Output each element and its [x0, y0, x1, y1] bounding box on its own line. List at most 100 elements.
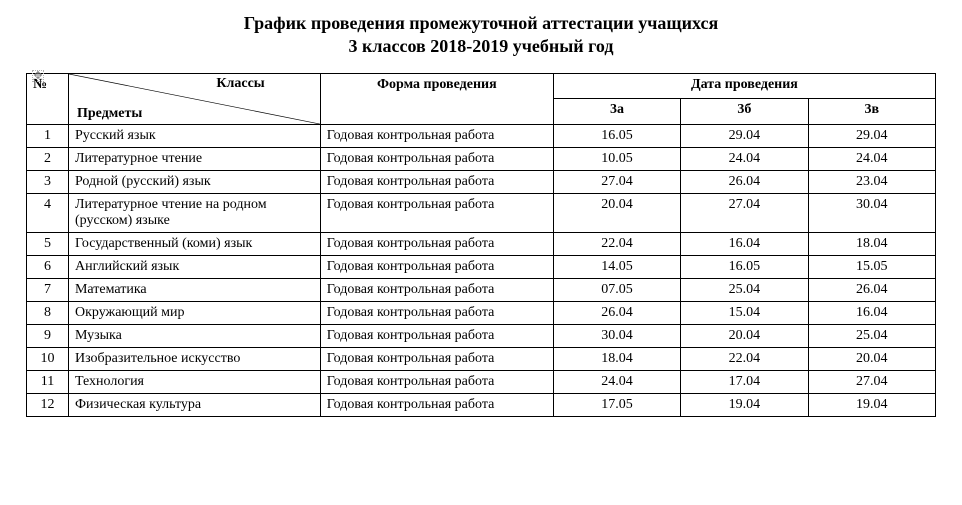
cell-date-3a: 26.04: [553, 301, 680, 324]
cell-number: 11: [27, 370, 69, 393]
cell-subject: Литературное чтение на родном (русском) …: [68, 193, 320, 232]
table-row: 2Литературное чтениеГодовая контрольная …: [27, 147, 936, 170]
cell-form: Годовая контрольная работа: [320, 347, 553, 370]
table-body: 1Русский языкГодовая контрольная работа1…: [27, 124, 936, 416]
cell-date-3b: 20.04: [681, 324, 808, 347]
cell-date-3b: 17.04: [681, 370, 808, 393]
cell-date-3a: 20.04: [553, 193, 680, 232]
cell-number: 12: [27, 393, 69, 416]
cell-date-3a: 10.05: [553, 147, 680, 170]
cell-form: Годовая контрольная работа: [320, 124, 553, 147]
table-row: 8Окружающий мирГодовая контрольная работ…: [27, 301, 936, 324]
header-form: Форма проведения: [320, 73, 553, 124]
cell-date-3a: 16.05: [553, 124, 680, 147]
cell-date-3a: 22.04: [553, 232, 680, 255]
cell-date-3a: 18.04: [553, 347, 680, 370]
cell-date-3b: 15.04: [681, 301, 808, 324]
title-line-2: 3 классов 2018-2019 учебный год: [24, 35, 938, 58]
anchor-icon: ✥: [32, 70, 44, 82]
cell-number: 7: [27, 278, 69, 301]
cell-number: 4: [27, 193, 69, 232]
cell-date-3v: 27.04: [808, 370, 935, 393]
cell-date-3b: 26.04: [681, 170, 808, 193]
diagonal-cell: Классы Предметы: [69, 74, 320, 124]
cell-number: 9: [27, 324, 69, 347]
cell-date-3v: 20.04: [808, 347, 935, 370]
cell-subject: Русский язык: [68, 124, 320, 147]
cell-form: Годовая контрольная работа: [320, 393, 553, 416]
cell-subject: Литературное чтение: [68, 147, 320, 170]
title-line-1: График проведения промежуточной аттестац…: [24, 12, 938, 35]
header-date: Дата проведения: [553, 73, 935, 99]
cell-subject: Государственный (коми) язык: [68, 232, 320, 255]
cell-date-3b: 29.04: [681, 124, 808, 147]
cell-date-3a: 17.05: [553, 393, 680, 416]
header-col-3v: 3в: [808, 99, 935, 125]
cell-number: 5: [27, 232, 69, 255]
table-row: 12Физическая культураГодовая контрольная…: [27, 393, 936, 416]
table-row: 7МатематикаГодовая контрольная работа07.…: [27, 278, 936, 301]
cell-date-3v: 26.04: [808, 278, 935, 301]
cell-date-3v: 25.04: [808, 324, 935, 347]
header-classes-label: Классы: [169, 76, 312, 92]
cell-subject: Родной (русский) язык: [68, 170, 320, 193]
cell-date-3v: 18.04: [808, 232, 935, 255]
header-subjects-label: Предметы: [77, 106, 142, 122]
cell-date-3b: 22.04: [681, 347, 808, 370]
cell-date-3v: 24.04: [808, 147, 935, 170]
cell-date-3a: 24.04: [553, 370, 680, 393]
cell-date-3b: 19.04: [681, 393, 808, 416]
cell-form: Годовая контрольная работа: [320, 232, 553, 255]
page: График проведения промежуточной аттестац…: [0, 0, 962, 505]
schedule-table: № Классы Предметы Форма проведения Дата …: [26, 73, 936, 417]
cell-date-3a: 30.04: [553, 324, 680, 347]
cell-date-3a: 14.05: [553, 255, 680, 278]
cell-date-3b: 24.04: [681, 147, 808, 170]
cell-number: 3: [27, 170, 69, 193]
cell-date-3a: 07.05: [553, 278, 680, 301]
cell-date-3v: 30.04: [808, 193, 935, 232]
cell-date-3b: 25.04: [681, 278, 808, 301]
cell-number: 8: [27, 301, 69, 324]
cell-subject: Окружающий мир: [68, 301, 320, 324]
table-row: 11ТехнологияГодовая контрольная работа24…: [27, 370, 936, 393]
header-col-3a: 3а: [553, 99, 680, 125]
cell-subject: Изобразительное искусство: [68, 347, 320, 370]
cell-number: 6: [27, 255, 69, 278]
cell-number: 1: [27, 124, 69, 147]
cell-form: Годовая контрольная работа: [320, 255, 553, 278]
table-head-row-1: № Классы Предметы Форма проведения Дата …: [27, 73, 936, 99]
cell-subject: Технология: [68, 370, 320, 393]
table-row: 6Английский языкГодовая контрольная рабо…: [27, 255, 936, 278]
table-row: 9МузыкаГодовая контрольная работа30.0420…: [27, 324, 936, 347]
cell-date-3b: 16.05: [681, 255, 808, 278]
cell-date-3v: 15.05: [808, 255, 935, 278]
header-col-3b: 3б: [681, 99, 808, 125]
cell-subject: Математика: [68, 278, 320, 301]
cell-form: Годовая контрольная работа: [320, 324, 553, 347]
cell-date-3v: 19.04: [808, 393, 935, 416]
table-row: 5Государственный (коми) языкГодовая конт…: [27, 232, 936, 255]
cell-subject: Музыка: [68, 324, 320, 347]
cell-subject: Английский язык: [68, 255, 320, 278]
cell-date-3v: 16.04: [808, 301, 935, 324]
cell-subject: Физическая культура: [68, 393, 320, 416]
title-block: График проведения промежуточной аттестац…: [24, 12, 938, 59]
cell-form: Годовая контрольная работа: [320, 170, 553, 193]
cell-date-3v: 29.04: [808, 124, 935, 147]
header-classes-subjects: Классы Предметы: [68, 73, 320, 124]
cell-number: 2: [27, 147, 69, 170]
table-row: 4Литературное чтение на родном (русском)…: [27, 193, 936, 232]
cell-form: Годовая контрольная работа: [320, 301, 553, 324]
table-row: 3Родной (русский) языкГодовая контрольна…: [27, 170, 936, 193]
cell-number: 10: [27, 347, 69, 370]
cell-date-3v: 23.04: [808, 170, 935, 193]
table-row: 1Русский языкГодовая контрольная работа1…: [27, 124, 936, 147]
cell-date-3a: 27.04: [553, 170, 680, 193]
cell-form: Годовая контрольная работа: [320, 193, 553, 232]
cell-date-3b: 16.04: [681, 232, 808, 255]
table-head: № Классы Предметы Форма проведения Дата …: [27, 73, 936, 124]
cell-form: Годовая контрольная работа: [320, 370, 553, 393]
cell-form: Годовая контрольная работа: [320, 278, 553, 301]
cell-date-3b: 27.04: [681, 193, 808, 232]
